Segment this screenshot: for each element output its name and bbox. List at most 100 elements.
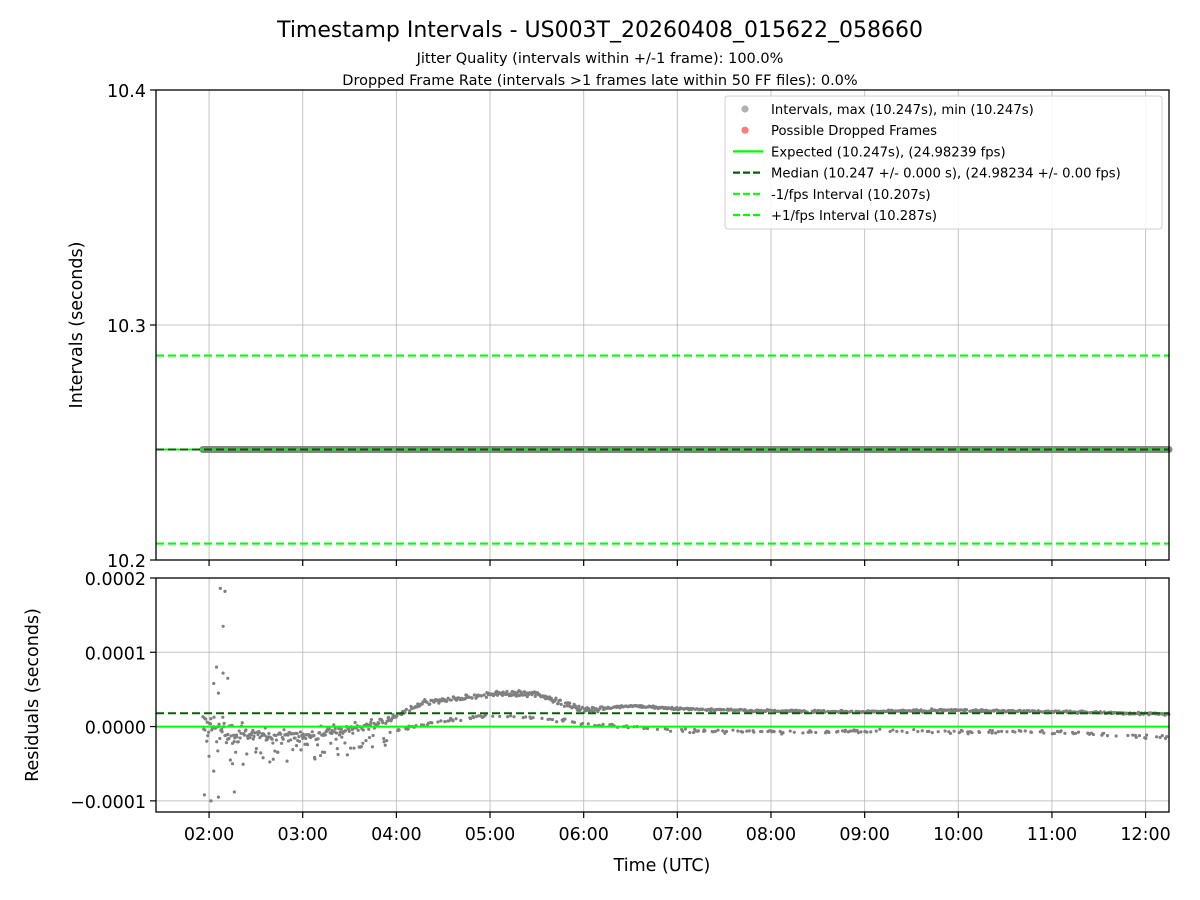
residual-point [276, 750, 280, 754]
bottom-ytick-label-0: −0.0001 [70, 793, 146, 813]
residual-point [1076, 730, 1081, 734]
residual-point [943, 729, 947, 733]
residual-point [920, 729, 924, 733]
residual-point [1074, 731, 1078, 735]
residual-point [350, 727, 354, 732]
residual-point [428, 702, 432, 706]
residual-point [251, 728, 255, 733]
residual-point [747, 729, 751, 733]
residual-point [848, 729, 852, 733]
residual-point [395, 714, 399, 718]
residual-point [1165, 734, 1169, 739]
residual-point [1040, 728, 1044, 733]
residual-point [990, 731, 994, 735]
residual-point [209, 717, 213, 721]
residual-point [1155, 735, 1159, 739]
residual-point [506, 715, 510, 719]
residual-point [1091, 732, 1095, 737]
residual-outlier-10 [216, 795, 221, 799]
residual-point [731, 728, 735, 732]
residual-point [700, 707, 705, 711]
residual-point [874, 729, 878, 733]
residual-point [294, 744, 299, 748]
residual-point [445, 699, 449, 704]
residual-point [305, 743, 310, 747]
residual-outlier-0 [218, 586, 222, 591]
residual-point [905, 730, 909, 735]
residual-point [224, 741, 228, 745]
residual-point [298, 730, 303, 734]
residual-point [600, 705, 604, 709]
residual-point [1029, 730, 1034, 735]
legend-label-5: +1/fps Interval (10.287s) [771, 209, 937, 224]
residual-point [895, 729, 899, 734]
residual-point [459, 718, 463, 723]
residual-point [994, 731, 998, 735]
residual-outlier-8 [202, 793, 206, 797]
residual-point [316, 737, 320, 741]
residual-point [850, 709, 854, 713]
residual-point [229, 734, 233, 738]
residual-point [669, 729, 673, 733]
residual-point [262, 733, 266, 737]
residual-point [270, 737, 274, 741]
residual-point [298, 739, 302, 744]
residual-point [724, 729, 729, 734]
residual-point [207, 730, 211, 734]
residual-point [382, 736, 386, 741]
residual-point [859, 730, 863, 734]
residual-point [813, 708, 817, 712]
residual-point [227, 736, 231, 741]
bottom-y-ticks: −0.0001 0.0000 0.0001 0.0002 [70, 570, 156, 813]
residual-point [788, 729, 792, 733]
residual-point [1019, 729, 1023, 733]
residual-point [271, 757, 275, 761]
residual-point [361, 741, 365, 745]
residual-point [403, 710, 407, 715]
residual-point [577, 704, 581, 708]
legend-item-0: Intervals, max (10.247s), min (10.247s) [741, 103, 1034, 118]
residual-point [1131, 733, 1135, 737]
residual-point [1005, 730, 1009, 734]
bottom-xtick-label-0: 02:00 [184, 825, 234, 845]
bottom-x-ticks: 02:00 03:00 04:00 05:00 06:00 07:00 08:00 09:00… [184, 812, 1171, 845]
residual-point [568, 701, 572, 705]
residual-point [327, 726, 331, 731]
residual-point [482, 693, 486, 697]
residual-point [491, 714, 495, 718]
residual-point [1134, 735, 1138, 739]
residual-point [559, 702, 563, 706]
residual-point [285, 759, 289, 763]
top-x-ticks [208, 560, 1147, 566]
residual-point [386, 715, 391, 719]
residual-point [273, 749, 277, 753]
residual-outlier-1 [223, 589, 227, 593]
residual-point [550, 717, 555, 722]
residual-point [234, 750, 238, 754]
residual-point [691, 706, 695, 711]
residual-point [241, 762, 245, 766]
bottom-ytick-label-2: 0.0001 [85, 644, 146, 664]
residual-point [206, 734, 210, 738]
residual-point [1013, 730, 1017, 734]
residual-outlier-2 [221, 624, 225, 628]
residual-scatter [201, 586, 1171, 803]
bottom-xtick-label-5: 07:00 [652, 825, 702, 845]
residual-point [340, 735, 344, 739]
residual-point [383, 743, 387, 747]
residual-outlier-6 [212, 681, 216, 686]
residual-point [242, 733, 246, 737]
residual-point [337, 726, 341, 731]
legend-label-4: -1/fps Interval (10.207s) [771, 188, 931, 203]
bottom-xtick-label-8: 10:00 [933, 825, 983, 845]
legend-item-3: Median (10.247 +/- 0.000 s), (24.98234 +… [733, 167, 1121, 182]
residual-point [406, 727, 410, 731]
residual-point [240, 721, 244, 725]
bottom-ytick-label-1: 0.0000 [85, 719, 146, 739]
residual-point [228, 758, 232, 762]
bottom-xtick-label-1: 03:00 [278, 825, 328, 845]
residual-point [237, 729, 241, 733]
residual-outlier-9 [209, 799, 213, 803]
residual-point [381, 721, 385, 725]
